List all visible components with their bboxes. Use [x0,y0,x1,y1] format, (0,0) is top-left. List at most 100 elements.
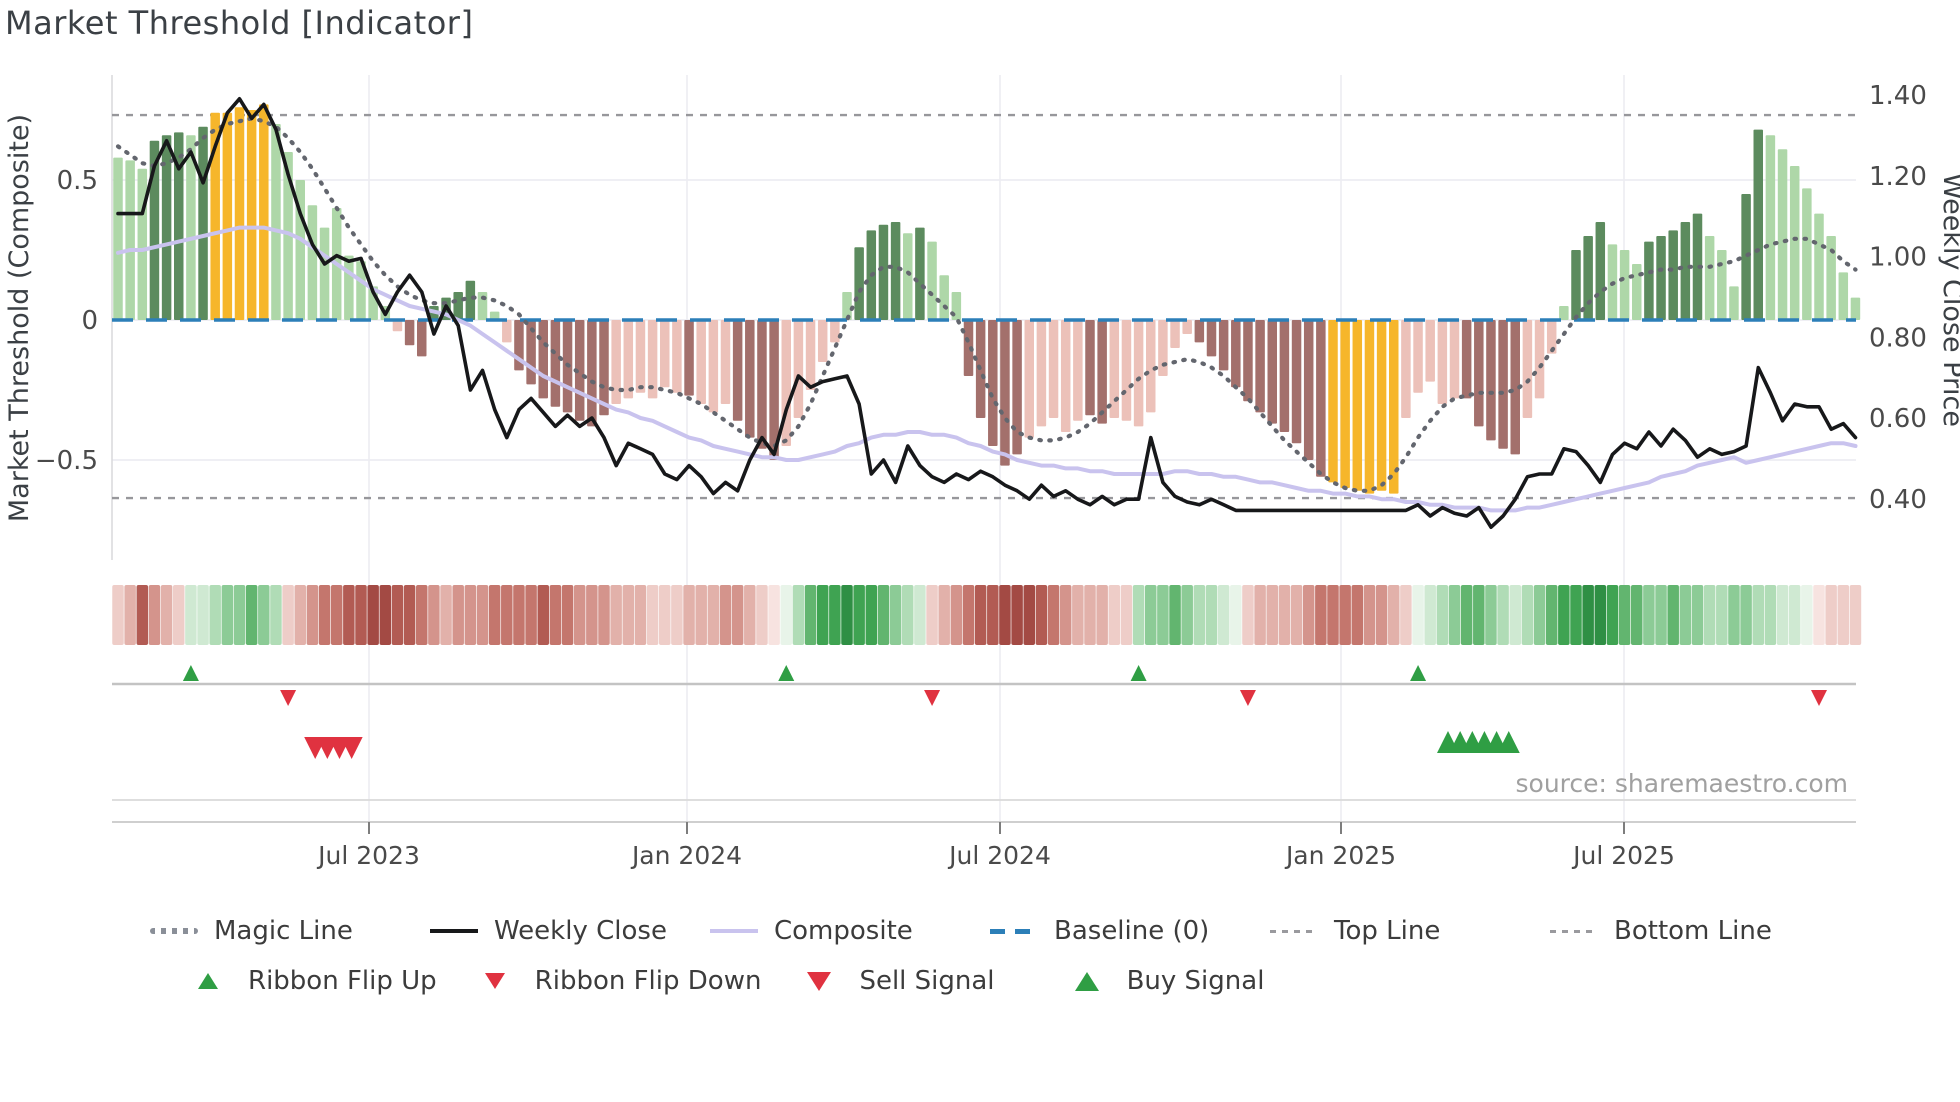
threshold-bar [1401,320,1411,418]
left-tick-label: 0.5 [57,166,98,196]
ribbon-cell [1302,585,1315,645]
ribbon-cell [683,585,695,645]
threshold-bar [1449,320,1460,399]
sell-signal-triangle-icon [340,737,363,759]
ribbon-cell [258,585,270,645]
threshold-bar [611,320,621,404]
threshold-bar [1170,320,1180,348]
right-tick-label: 1.00 [1869,243,1927,273]
threshold-bar [1474,320,1484,427]
ribbon-cell [476,585,489,645]
ribbon-flip-layer [112,665,1856,706]
threshold-bar [1097,320,1107,424]
ribbon-cell [646,585,659,645]
threshold-bar [842,292,852,320]
threshold-bar [453,292,463,320]
triangle-up-green-icon [184,973,232,989]
ribbon-cell [501,585,513,645]
ribbon-cell [1011,585,1023,645]
ribbon-cell [233,585,246,645]
ribbon-cell [1242,585,1254,645]
composite-swatch-icon [710,929,758,933]
legend-label: Composite [774,916,913,946]
ribbon-cell [999,585,1011,645]
threshold-bar [1073,320,1083,421]
legend-label: Sell Signal [859,966,995,996]
threshold-bar [830,320,840,343]
ribbon-cell [841,585,853,645]
ribbon-cell [1485,585,1497,645]
triangle-down-red-icon [471,973,519,989]
threshold-bar [1619,250,1630,320]
chart-title: Market Threshold [Indicator] [5,4,474,42]
threshold-bar [1243,320,1253,402]
threshold-bar [757,320,767,449]
ribbon-cell [962,585,975,645]
ribbon-cell [355,585,367,645]
threshold-bar [1425,320,1435,382]
threshold-bar [793,320,804,418]
threshold-bar [1376,320,1387,491]
threshold-bar [732,320,743,421]
ribbon-cell [1412,585,1424,645]
ribbon-cell [391,585,404,645]
ribbon-cell [1849,585,1862,645]
threshold-bar [720,320,731,404]
magic-line [115,116,1858,493]
right-tick-label: 0.60 [1869,404,1927,434]
ribbon-cell [1667,585,1679,645]
ribbon-flip-up-triangle-icon [1410,665,1427,681]
market-threshold-chart: Jul 2023 Jan 2024 Jul 2024 Jan 2025 Jul 2025… [4,75,1960,870]
ribbon-cell [1096,585,1108,645]
ribbon-cell [816,585,829,645]
ribbon-cell [1375,585,1388,645]
ribbon-cell [1145,585,1157,645]
threshold-bar [854,247,864,320]
threshold-bar [125,160,135,320]
threshold-bar [745,320,755,438]
ribbon-cell [768,585,780,645]
legend-item-ribbon-flip-up: Ribbon Flip Up [150,962,437,1000]
threshold-bar [708,320,719,413]
threshold-bar [1109,320,1120,418]
threshold-bar [1729,286,1739,320]
weekly-close-line [116,97,1858,530]
threshold-bar [635,320,646,393]
legend-item-baseline: Baseline (0) [990,912,1270,950]
ribbon-flip-down-triangle-icon [924,690,941,706]
ribbon-cell [792,585,805,645]
ribbon-cell [282,585,294,645]
threshold-bar [1389,320,1399,494]
left-tick-label: 0 [81,306,98,336]
ribbon-cell [829,585,841,645]
magic-line-swatch-icon [150,928,198,934]
threshold-bar [1741,194,1751,320]
threshold-bar [1146,320,1156,413]
right-axis-title: Weekly Close Price [1937,173,1960,427]
threshold-bar [1717,250,1727,320]
threshold-bar [1352,320,1363,491]
ribbon-cell [1545,585,1558,645]
threshold-bar [927,241,937,320]
ribbon-cell [1254,585,1266,645]
threshold-bar [1218,320,1229,371]
threshold-bar [1121,320,1132,421]
ribbon-cell [112,585,124,645]
composite-line [116,225,1858,513]
ribbon-cell [209,585,221,645]
right-axis: 1.40 1.20 1.00 0.80 0.60 0.40 Weekly Close Pri… [1869,81,1960,515]
legend-label: Weekly Close [494,916,667,946]
threshold-bar [1510,320,1520,455]
threshold-bar [259,104,269,321]
threshold-bar [878,224,889,320]
legend-item-ribbon-flip-down: Ribbon Flip Down [437,962,762,1000]
ribbon-cell [403,585,416,645]
threshold-bar [344,255,354,320]
ribbon-cell [160,585,173,645]
legend-label: Ribbon Flip Down [534,966,762,996]
threshold-bar [1060,320,1071,432]
baseline-swatch-icon [990,928,1038,934]
threshold-bar [939,275,949,320]
ribbon-cell [1825,585,1837,645]
ribbon-cell [1059,585,1072,645]
